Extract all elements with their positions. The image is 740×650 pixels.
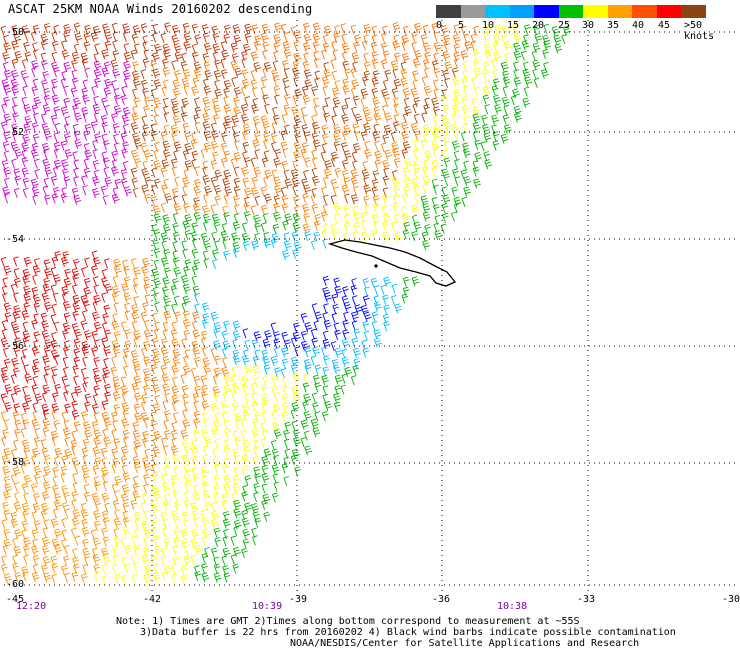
legend-tick-labels: 0 5 10 15 20 25 30 35 40 45 >50 knots <box>436 18 736 42</box>
legend-color-bar <box>436 5 736 18</box>
lon-label-45: -45 <box>6 594 25 605</box>
legend-tick-label: 15 <box>507 20 520 31</box>
legend-tick-label: 20 <box>532 20 545 31</box>
legend-swatch <box>656 5 681 18</box>
south-georgia-island-outline <box>327 239 457 287</box>
lon-label-39: -39 <box>289 594 308 605</box>
legend-tick-label: 35 <box>607 20 620 31</box>
legend-swatch <box>632 5 657 18</box>
legend-swatch <box>485 5 510 18</box>
legend-tick-label: 25 <box>558 20 571 31</box>
lon-label-42: -42 <box>143 594 162 605</box>
legend-swatch <box>460 5 485 18</box>
legend-tick-label: 30 <box>582 20 595 31</box>
note-line-1: Note: 1) Times are GMT 2)Times along bot… <box>116 616 580 627</box>
legend-tick-label: 40 <box>632 20 645 31</box>
legend-tick-label: 5 <box>458 20 465 31</box>
legend-swatch <box>583 5 608 18</box>
legend-swatch <box>509 5 534 18</box>
legend-swatch <box>534 5 559 18</box>
lat-label-50: -50 <box>6 27 25 38</box>
legend-swatch <box>558 5 583 18</box>
note-line-2: 3)Data buffer is 22 hrs from 20160202 4)… <box>140 627 676 638</box>
note-line-3: NOAA/NESDIS/Center for Satellite Applica… <box>290 638 640 649</box>
legend-tick-label: 10 <box>482 20 495 31</box>
lon-label-30: -30 <box>722 594 740 605</box>
map-notes: Note: 1) Times are GMT 2)Times along bot… <box>116 616 676 649</box>
pass-time-3: 10:38 <box>497 601 528 612</box>
lat-label-58: -58 <box>6 457 25 468</box>
map-title: ASCAT 25KM NOAA Winds 20160202 descendin… <box>8 2 313 16</box>
lon-label-33: -33 <box>577 594 596 605</box>
lat-label-56: -56 <box>6 341 25 352</box>
lat-label-54: -54 <box>6 234 25 245</box>
legend-tick-label: 0 <box>436 20 443 31</box>
pass-time-1: 12:20 <box>16 601 47 612</box>
legend-swatch <box>436 5 461 18</box>
lat-label-52: -52 <box>6 127 25 138</box>
lon-label-36: -36 <box>432 594 451 605</box>
lat-label-60: -60 <box>6 579 25 590</box>
legend-tick-label: >50 knots <box>684 20 715 42</box>
legend-swatch <box>607 5 632 18</box>
wind-speed-legend: 0 5 10 15 20 25 30 35 40 45 >50 knots <box>436 5 736 42</box>
pass-time-2: 10:39 <box>252 601 283 612</box>
lat-lon-grid <box>4 20 736 592</box>
wind-barbs <box>0 22 571 586</box>
island-dot <box>374 264 378 268</box>
legend-swatch <box>681 5 706 18</box>
legend-tick-label: 45 <box>658 20 671 31</box>
